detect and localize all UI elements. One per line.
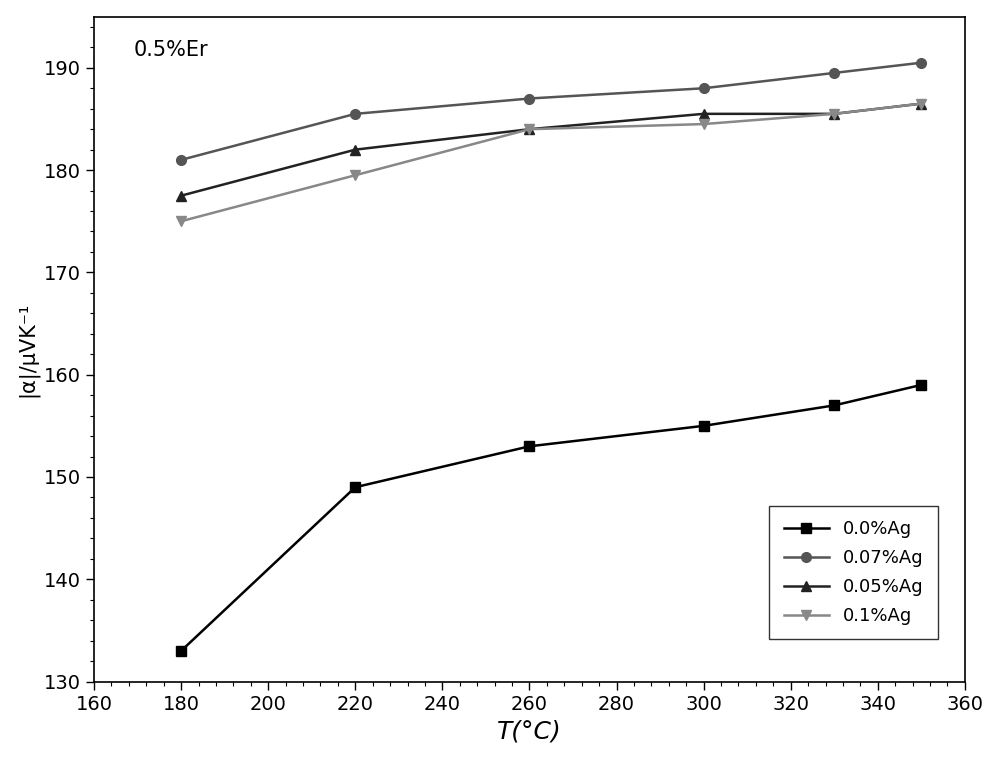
0.05%Ag (828, 109, 840, 119)
0.0%Ag (698, 421, 710, 430)
X-axis label: T(°C): T(°C) (497, 719, 562, 743)
0.07%Ag (349, 109, 361, 119)
Y-axis label: |α|/μVK⁻¹: |α|/μVK⁻¹ (17, 302, 38, 397)
0.05%Ag (523, 125, 535, 134)
0.0%Ag (349, 483, 361, 492)
0.1%Ag (175, 217, 187, 226)
0.0%Ag (828, 401, 840, 410)
0.05%Ag (175, 191, 187, 200)
Text: 0.5%Er: 0.5%Er (133, 40, 208, 60)
Line: 0.1%Ag: 0.1%Ag (176, 99, 926, 226)
0.1%Ag (915, 99, 927, 108)
0.0%Ag (915, 380, 927, 389)
Legend: 0.0%Ag, 0.07%Ag, 0.05%Ag, 0.1%Ag: 0.0%Ag, 0.07%Ag, 0.05%Ag, 0.1%Ag (769, 506, 938, 639)
0.0%Ag (523, 442, 535, 451)
0.1%Ag (523, 125, 535, 134)
0.05%Ag (915, 99, 927, 108)
0.07%Ag (828, 68, 840, 78)
0.0%Ag (175, 646, 187, 655)
0.1%Ag (828, 109, 840, 119)
Line: 0.0%Ag: 0.0%Ag (176, 380, 926, 656)
0.1%Ag (698, 119, 710, 128)
0.05%Ag (349, 145, 361, 154)
0.07%Ag (523, 94, 535, 103)
0.1%Ag (349, 171, 361, 180)
0.07%Ag (175, 155, 187, 164)
0.05%Ag (698, 109, 710, 119)
Line: 0.07%Ag: 0.07%Ag (176, 58, 926, 165)
0.07%Ag (915, 58, 927, 67)
Line: 0.05%Ag: 0.05%Ag (176, 99, 926, 201)
0.07%Ag (698, 84, 710, 93)
